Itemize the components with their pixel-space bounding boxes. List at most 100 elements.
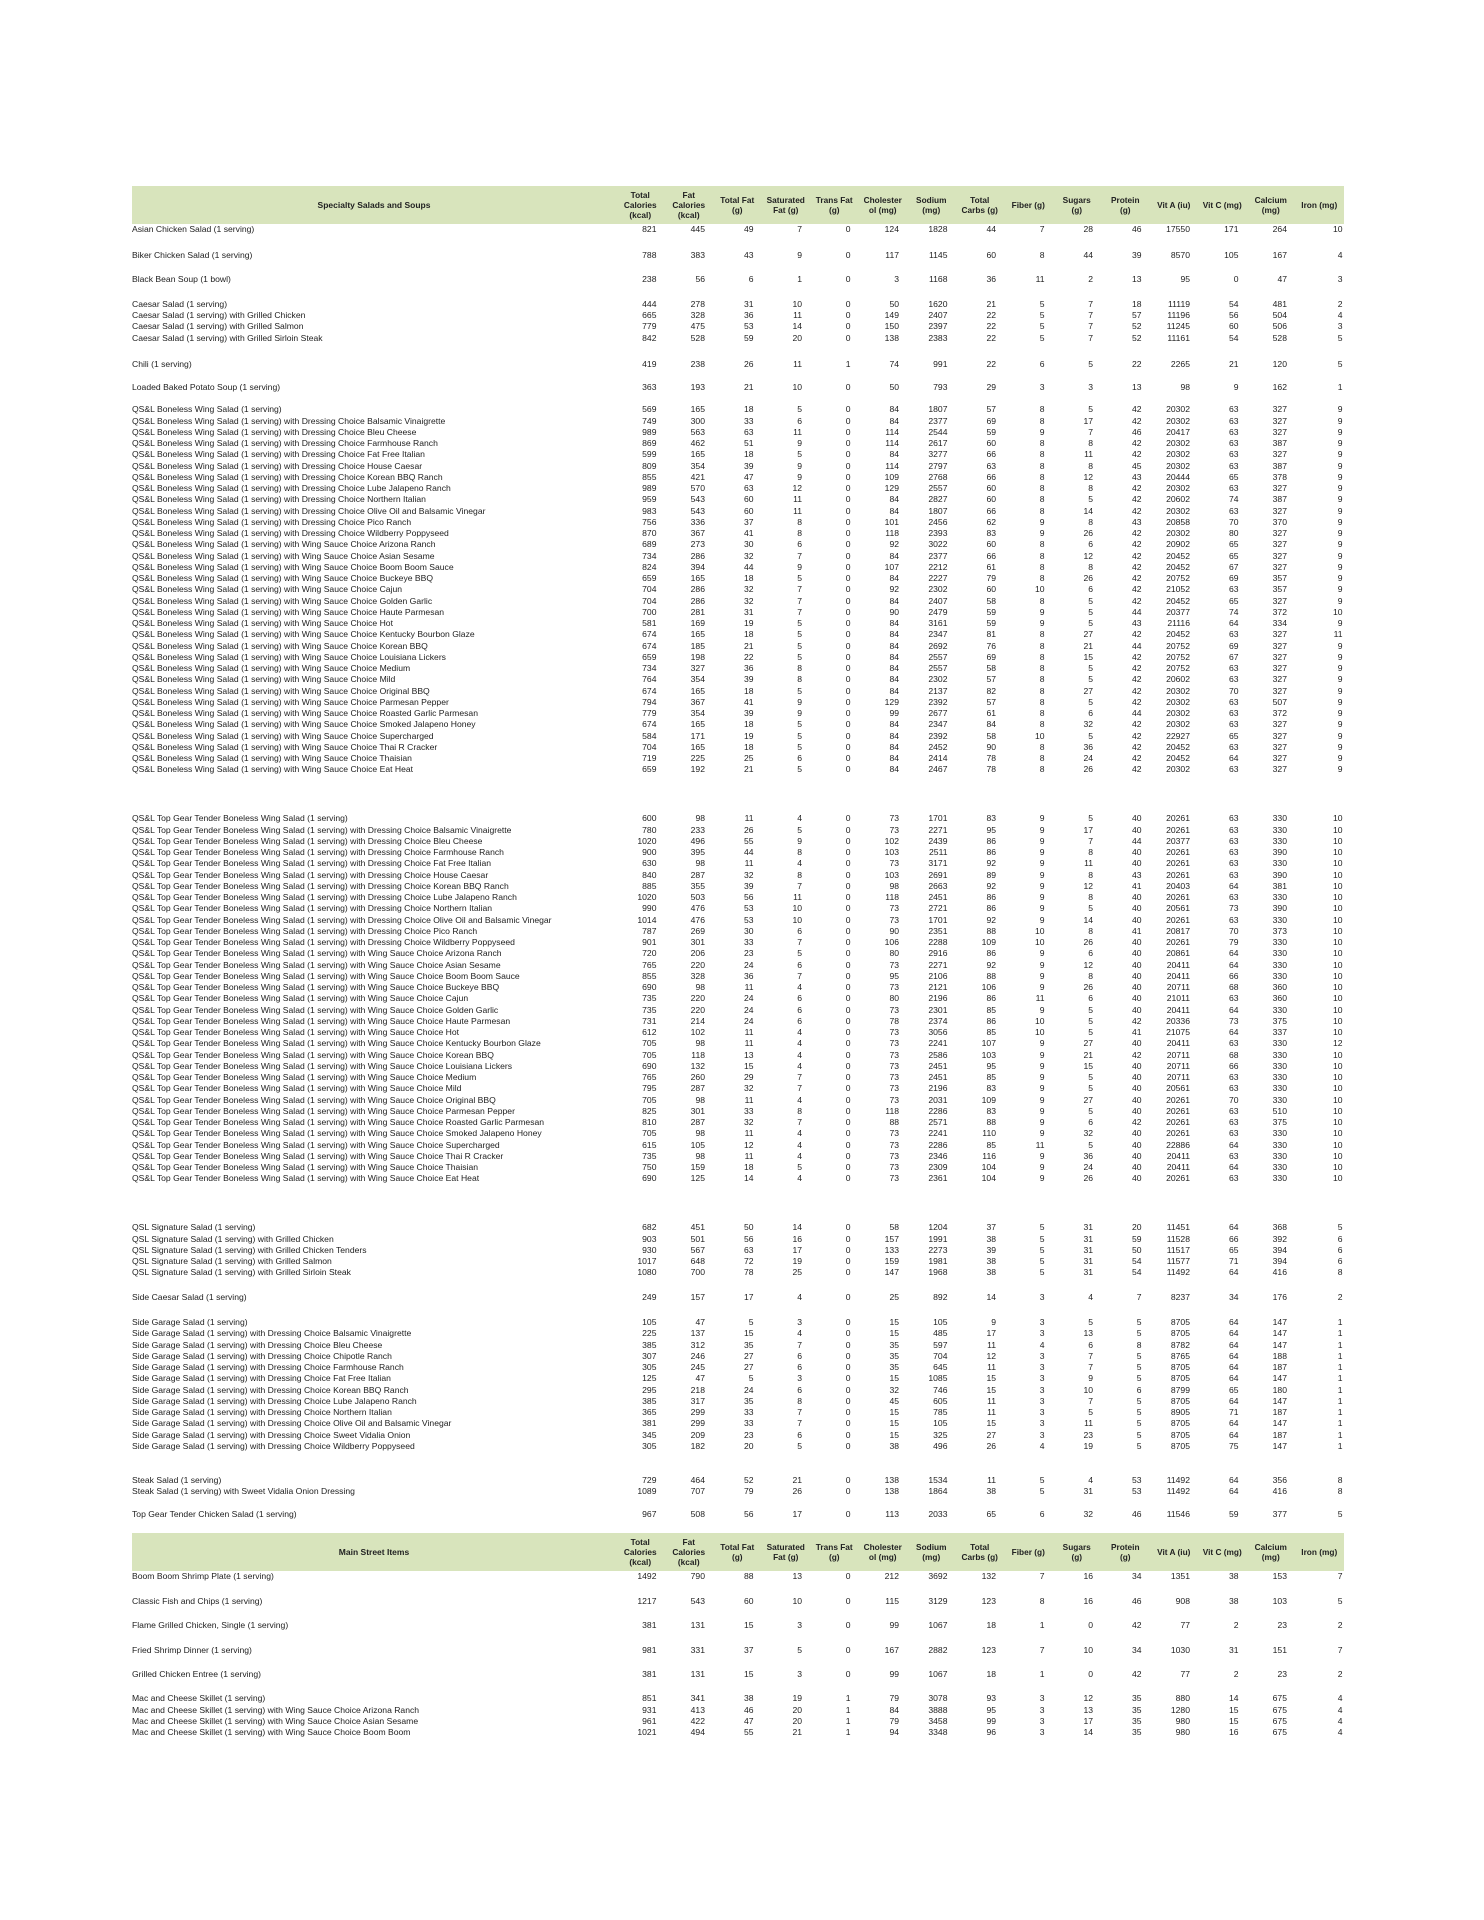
- table-row: QS&L Boneless Wing Salad (1 serving) wit…: [132, 416, 1344, 427]
- nutrient-value: 8: [1039, 449, 1045, 460]
- nutrient-value: 88: [743, 1571, 754, 1582]
- nutrient-value: 597: [933, 1339, 948, 1350]
- nutrient-value: 59: [1131, 1233, 1142, 1244]
- nutrient-value: 24: [743, 1004, 754, 1015]
- nutrient-value: 2377: [928, 415, 948, 426]
- item-name: Caesar Salad (1 serving) with Grilled Ch…: [132, 310, 306, 321]
- table-row: Asian Chicken Salad (1 serving) 821 445 49 7…: [132, 224, 1344, 235]
- nutrient-value: 0: [845, 925, 851, 936]
- nutrient-value: 60: [743, 494, 754, 505]
- nutrient-value: 15: [889, 1418, 899, 1429]
- nutrient-value: 40: [1131, 1173, 1142, 1184]
- nutrient-value: 7: [1039, 1571, 1045, 1582]
- nutrient-value: 118: [885, 892, 899, 903]
- nutrient-value: 6: [748, 273, 754, 284]
- nutrient-value: 36: [1083, 741, 1093, 752]
- nutrient-value: 21: [743, 382, 754, 393]
- item-name: QSL Signature Salad (1 serving) with Gri…: [132, 1256, 332, 1266]
- nutrient-value: 734: [642, 663, 657, 674]
- nutrient-value: 14: [792, 321, 802, 332]
- nutrient-value: 27: [986, 1429, 996, 1440]
- item-group: QS&L Boneless Wing Salad (1 serving) 569 1…: [132, 404, 1344, 775]
- nutrient-value: 46: [1131, 224, 1142, 234]
- table-row: QS&L Top Gear Tender Boneless Wing Salad…: [132, 948, 1344, 959]
- nutrient-value: 64: [1228, 1395, 1239, 1406]
- nutrient-value: 2: [1088, 273, 1093, 284]
- nutrient-value: 12: [1083, 959, 1093, 970]
- nutrient-value: 63: [1228, 404, 1239, 415]
- nutrient-value: 9: [1337, 516, 1343, 527]
- nutrient-value: 7: [1088, 1350, 1093, 1361]
- table-row: QS&L Boneless Wing Salad (1 serving) wit…: [132, 427, 1344, 438]
- nutrient-value: 8905: [1170, 1407, 1190, 1418]
- nutrient-value: 790: [690, 1571, 705, 1582]
- item-name: Mac and Cheese Skillet (1 serving) with …: [132, 1715, 419, 1726]
- nutrient-value: 496: [933, 1440, 948, 1451]
- nutrient-value: 66: [986, 471, 996, 482]
- nutrient-value: 10: [1332, 1004, 1343, 1015]
- table-row: QS&L Boneless Wing Salad (1 serving) wit…: [132, 506, 1344, 517]
- nutrient-value: 64: [1228, 1486, 1239, 1497]
- nutrient-value: 85: [986, 1072, 996, 1083]
- nutrient-value: 1: [845, 1727, 851, 1738]
- nutrient-value: 9: [1337, 550, 1343, 561]
- nutrient-value: 68: [1228, 982, 1239, 993]
- nutrient-value: 3348: [928, 1727, 948, 1738]
- nutrient-value: 98: [695, 1150, 705, 1161]
- nutrient-value: 394: [1272, 1244, 1287, 1255]
- nutrient-value: 2414: [928, 753, 948, 764]
- nutrient-value: 8: [1088, 892, 1093, 903]
- nutrient-value: 1: [1337, 1384, 1343, 1395]
- nutrient-value: 64: [1228, 1222, 1239, 1233]
- nutrient-value: 5: [797, 1440, 802, 1451]
- nutrient-value: 84: [889, 651, 899, 662]
- item-name: Asian Chicken Salad (1 serving): [132, 224, 255, 234]
- nutrient-value: 10: [1332, 937, 1343, 948]
- nutrient-value: 5: [1039, 1222, 1045, 1233]
- nutrient-value: 43: [1131, 618, 1142, 629]
- nutrient-value: 109: [981, 1094, 996, 1105]
- nutrient-value: 238: [690, 358, 705, 369]
- table-row: Side Garage Salad (1 serving) with Dress…: [132, 1418, 1344, 1429]
- nutrient-value: 63: [1228, 1105, 1239, 1116]
- nutrient-value: 171: [1224, 224, 1239, 234]
- nutrient-value: 13: [1083, 1704, 1093, 1715]
- nutrient-value: 92: [889, 539, 899, 550]
- nutrient-value: 9: [1337, 415, 1343, 426]
- nutrient-value: 8: [797, 869, 802, 880]
- nutrient-value: 10: [1034, 584, 1045, 595]
- nutrient-value: 5: [1088, 1083, 1093, 1094]
- table-row: Side Garage Salad (1 serving) with Dress…: [132, 1340, 1344, 1351]
- nutrient-value: 9: [1337, 584, 1343, 595]
- column-header: Protein (g): [1110, 195, 1140, 215]
- nutrient-value: 8705: [1170, 1440, 1190, 1451]
- nutrient-value: 1: [1039, 1620, 1045, 1631]
- nutrient-value: 9: [1337, 651, 1343, 662]
- nutrient-value: 3: [1039, 1693, 1045, 1704]
- nutrient-value: 84: [889, 719, 899, 730]
- nutrient-value: 330: [1272, 1038, 1287, 1049]
- nutrient-value: 57: [986, 404, 996, 415]
- nutrient-value: 381: [642, 1418, 657, 1429]
- nutrient-value: 4: [797, 1328, 802, 1339]
- nutrient-value: 765: [642, 1072, 657, 1083]
- nutrient-value: 46: [743, 1704, 754, 1715]
- nutrient-value: 5: [797, 764, 802, 775]
- nutrient-value: 8: [1088, 970, 1093, 981]
- table-row: Black Bean Soup (1 bowl) 238 56 6 1 0 3 1168 36 1…: [132, 274, 1344, 285]
- nutrient-value: 0: [845, 719, 851, 730]
- nutrient-value: 2677: [928, 708, 948, 719]
- nutrient-value: 6: [1039, 358, 1045, 369]
- item-name: QS&L Boneless Wing Salad (1 serving) wit…: [132, 539, 436, 550]
- nutrient-value: 462: [690, 438, 705, 449]
- nutrient-value: 16: [1083, 1571, 1093, 1582]
- nutrient-value: 47: [695, 1373, 705, 1384]
- nutrient-value: 147: [1272, 1317, 1287, 1328]
- nutrient-value: 109: [981, 937, 996, 948]
- nutrient-value: 47: [1277, 273, 1287, 284]
- nutrient-value: 0: [845, 937, 851, 948]
- table-row: QS&L Boneless Wing Salad (1 serving) wit…: [132, 494, 1344, 505]
- nutrient-value: 9: [1337, 663, 1343, 674]
- nutrient-value: 612: [642, 1027, 657, 1038]
- column-header: Vit A (iu): [1157, 200, 1191, 210]
